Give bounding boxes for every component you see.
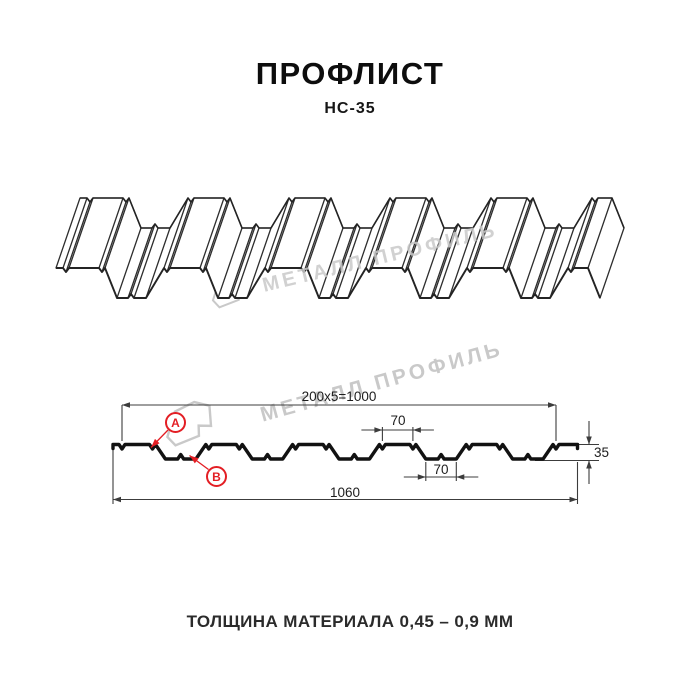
dim-profile-height-label: 35 <box>594 445 610 460</box>
marker-b-label: B <box>212 469 221 484</box>
marker-a-badge: A <box>165 412 186 433</box>
marker-b-badge: B <box>206 466 227 487</box>
thickness-note: ТОЛЩИНА МАТЕРИАЛА 0,45 – 0,9 ММ <box>186 612 514 631</box>
dim-top-flat-width-label: 70 <box>390 413 406 428</box>
marker-a-label: A <box>171 415 180 430</box>
dim-bottom-flat-width-label: 70 <box>433 462 449 477</box>
page-title: ПРОФЛИСТ <box>255 56 445 91</box>
metal-profil-logo-icon <box>166 400 213 447</box>
dim-overall-width-label: 1060 <box>329 485 361 500</box>
dim-module-width-label: 200x5=1000 <box>301 389 377 404</box>
profile-model: НС-35 <box>324 100 376 117</box>
